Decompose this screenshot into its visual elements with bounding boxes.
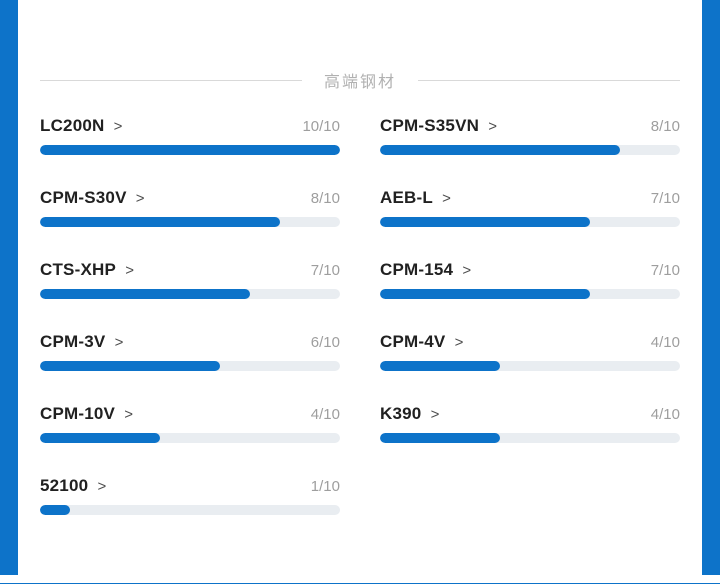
score-label: 6/10 [310,334,340,351]
rating-item: 52100 > 1/10 [40,476,340,515]
steel-name: LC200N [40,116,105,135]
steel-link[interactable]: CPM-10V > [40,404,133,424]
chevron-right-icon: > [109,118,123,135]
chevron-right-icon: > [120,406,134,423]
chevron-right-icon: > [450,334,464,351]
progress-fill [380,217,590,227]
rating-item: CTS-XHP > 7/10 [40,260,340,299]
left-accent-rail [0,0,18,575]
steel-link[interactable]: K390 > [380,404,439,424]
rating-progress-track [380,361,680,371]
rating-progress-track [40,217,340,227]
score-label: 1/10 [310,478,340,495]
section-header: 高端钢材 [40,70,681,91]
steel-name: AEB-L [380,188,433,207]
steel-name: CPM-4V [380,332,446,351]
steel-link[interactable]: 52100 > [40,476,106,496]
steel-name: CTS-XHP [40,260,117,279]
chevron-right-icon: > [121,262,134,279]
progress-fill [40,289,250,299]
score-label: 8/10 [650,118,680,135]
steel-name: CPM-154 [380,260,454,279]
progress-fill [40,217,280,227]
chevron-right-icon: > [458,262,472,279]
steel-name: CPM-S35VN [380,116,480,135]
rating-label-row: CPM-3V > 6/10 [40,332,340,352]
header-rule-right [418,79,681,81]
rating-label-row: AEB-L > 7/10 [380,188,680,208]
steel-name: 52100 [40,476,89,495]
rating-item: CPM-S30V > 8/10 [40,188,340,227]
score-label: 7/10 [650,190,680,207]
right-accent-rail [702,0,720,575]
rating-progress-track [40,145,340,155]
rating-item: CPM-10V > 4/10 [40,404,340,443]
rating-progress-track [380,217,680,227]
rating-label-row: LC200N > 10/10 [40,116,340,136]
steel-link[interactable]: CTS-XHP > [40,260,134,280]
rating-item: CPM-154 > 7/10 [380,260,680,299]
rating-item: K390 > 4/10 [380,404,680,443]
header-rule-left [40,79,302,81]
score-label: 7/10 [310,262,340,279]
steel-link[interactable]: CPM-S35VN > [380,116,497,136]
rating-progress-track [40,505,340,515]
chevron-right-icon: > [93,478,107,495]
rating-progress-track [380,433,680,443]
score-label: 4/10 [650,334,680,351]
rating-label-row: 52100 > 1/10 [40,476,340,496]
progress-fill [380,361,500,371]
chevron-right-icon: > [131,190,145,207]
rating-progress-track [40,289,340,299]
score-label: 7/10 [650,262,680,279]
progress-fill [40,361,220,371]
steel-name: CPM-S30V [40,188,127,207]
rating-item: LC200N > 10/10 [40,116,340,155]
progress-fill [40,433,160,443]
steel-name: K390 [380,404,422,423]
rating-item: CPM-3V > 6/10 [40,332,340,371]
score-label: 4/10 [310,406,340,423]
steel-link[interactable]: CPM-4V > [380,332,463,352]
rating-label-row: CPM-S30V > 8/10 [40,188,340,208]
chevron-right-icon: > [110,334,124,351]
rating-label-row: CPM-S35VN > 8/10 [380,116,680,136]
progress-fill [40,145,340,155]
score-label: 8/10 [310,190,340,207]
rating-item: CPM-4V > 4/10 [380,332,680,371]
ratings-grid: LC200N > 10/10 CPM-S35VN > 8/10 CPM-S30V… [40,116,680,515]
steel-link[interactable]: LC200N > [40,116,122,136]
progress-fill [380,433,500,443]
steel-link[interactable]: AEB-L > [380,188,451,208]
rating-item: CPM-S35VN > 8/10 [380,116,680,155]
rating-label-row: K390 > 4/10 [380,404,680,424]
rating-progress-track [380,145,680,155]
progress-fill [380,145,620,155]
rating-label-row: CPM-10V > 4/10 [40,404,340,424]
score-label: 10/10 [302,118,340,135]
chevron-right-icon: > [484,118,498,135]
rating-progress-track [40,433,340,443]
score-label: 4/10 [650,406,680,423]
steel-link[interactable]: CPM-S30V > [40,188,145,208]
rating-progress-track [40,361,340,371]
rating-label-row: CPM-4V > 4/10 [380,332,680,352]
chevron-right-icon: > [437,190,451,207]
section-title: 高端钢材 [324,74,397,91]
steel-link[interactable]: CPM-154 > [380,260,471,280]
steel-ratings-section: 高端钢材 LC200N > 10/10 CPM-S35VN > 8/10 CPM… [40,70,681,515]
steel-name: CPM-10V [40,404,116,423]
rating-item: AEB-L > 7/10 [380,188,680,227]
steel-link[interactable]: CPM-3V > [40,332,123,352]
progress-fill [380,289,590,299]
rating-progress-track [380,289,680,299]
steel-name: CPM-3V [40,332,106,351]
rating-label-row: CPM-154 > 7/10 [380,260,680,280]
progress-fill [40,505,70,515]
rating-label-row: CTS-XHP > 7/10 [40,260,340,280]
chevron-right-icon: > [426,406,440,423]
